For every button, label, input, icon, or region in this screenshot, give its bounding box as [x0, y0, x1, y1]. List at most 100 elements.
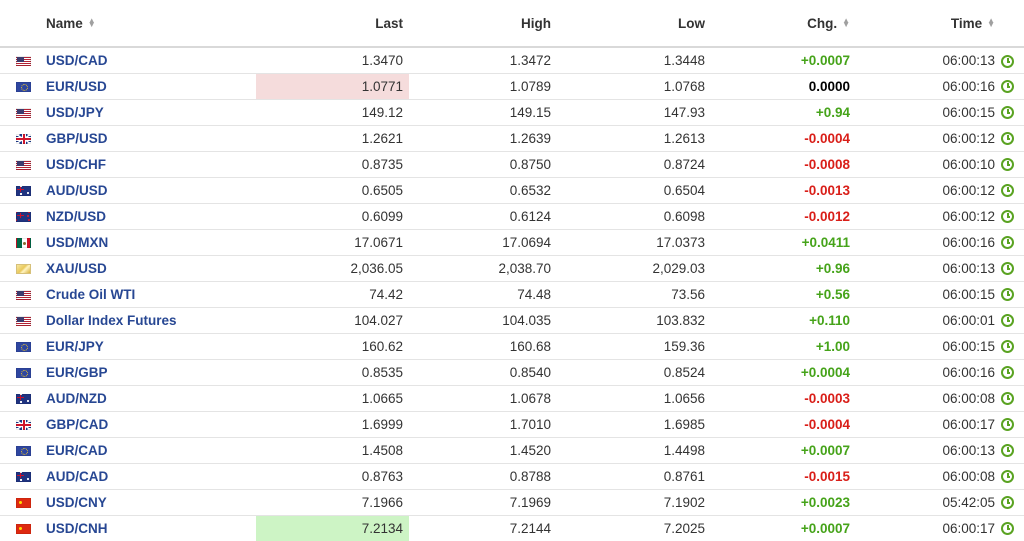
- status-cell: [1001, 255, 1024, 282]
- instrument-link[interactable]: EUR/GBP: [46, 364, 108, 380]
- time-value: 06:00:08: [856, 385, 1001, 412]
- table-row: AUD/NZD 1.0665 1.0678 1.0656 -0.0003 06:…: [0, 385, 1024, 412]
- instrument-link[interactable]: AUD/NZD: [46, 390, 107, 406]
- instrument-link[interactable]: USD/CNH: [46, 520, 108, 536]
- high-value: 17.0694: [409, 229, 557, 256]
- flag-gb-icon: [16, 419, 31, 430]
- chg-column-header[interactable]: Chg. ▲ ▼: [711, 0, 856, 48]
- clock-icon[interactable]: [1001, 288, 1014, 302]
- name-cell: EUR/CAD: [36, 437, 256, 464]
- change-value: 0.0000: [711, 73, 856, 100]
- flag-cell: [0, 307, 36, 334]
- clock-icon[interactable]: [1001, 496, 1014, 510]
- status-cell: [1001, 515, 1024, 541]
- table-row: USD/CNY 7.1966 7.1969 7.1902 +0.0023 05:…: [0, 489, 1024, 516]
- time-value: 06:00:13: [856, 47, 1001, 74]
- table-row: AUD/USD 0.6505 0.6532 0.6504 -0.0013 06:…: [0, 177, 1024, 204]
- name-column-header[interactable]: Name ▲ ▼: [36, 0, 256, 48]
- high-value: 2,038.70: [409, 255, 557, 282]
- last-value: 0.6099: [256, 203, 409, 230]
- instrument-link[interactable]: GBP/CAD: [46, 416, 109, 432]
- low-header-label: Low: [678, 15, 705, 31]
- clock-icon[interactable]: [1001, 314, 1014, 328]
- clock-icon[interactable]: [1001, 262, 1014, 276]
- clock-icon[interactable]: [1001, 236, 1014, 250]
- clock-icon[interactable]: [1001, 522, 1014, 536]
- instrument-link[interactable]: USD/JPY: [46, 104, 104, 120]
- sort-arrows-icon[interactable]: ▲ ▼: [87, 15, 96, 29]
- name-cell: AUD/CAD: [36, 463, 256, 490]
- change-value: -0.0015: [711, 463, 856, 490]
- name-cell: EUR/GBP: [36, 359, 256, 386]
- flag-eu-icon: [16, 81, 31, 92]
- last-value: 160.62: [256, 333, 409, 360]
- clock-icon[interactable]: [1001, 184, 1014, 198]
- sort-arrows-icon[interactable]: ▲ ▼: [987, 15, 995, 29]
- last-value: 0.8763: [256, 463, 409, 490]
- clock-icon[interactable]: [1001, 106, 1014, 120]
- flag-cell: [0, 203, 36, 230]
- time-value: 06:00:17: [856, 515, 1001, 541]
- low-value: 1.0768: [557, 73, 711, 100]
- instrument-link[interactable]: USD/CAD: [46, 52, 108, 68]
- flag-gb-icon: [16, 133, 31, 144]
- name-cell: Crude Oil WTI: [36, 281, 256, 308]
- instrument-link[interactable]: XAU/USD: [46, 260, 107, 276]
- flag-us-icon: [16, 107, 31, 118]
- clock-icon[interactable]: [1001, 418, 1014, 432]
- flag-cell: [0, 515, 36, 541]
- clock-icon[interactable]: [1001, 444, 1014, 458]
- flag-au-icon: [16, 471, 31, 482]
- last-value: 0.6505: [256, 177, 409, 204]
- clock-icon[interactable]: [1001, 132, 1014, 146]
- status-cell: [1001, 411, 1024, 438]
- instrument-link[interactable]: AUD/USD: [46, 182, 108, 198]
- name-cell: USD/CHF: [36, 151, 256, 178]
- instrument-link[interactable]: AUD/CAD: [46, 468, 109, 484]
- high-value: 160.68: [409, 333, 557, 360]
- flag-cell: [0, 385, 36, 412]
- time-column-header[interactable]: Time ▲ ▼: [856, 0, 1001, 48]
- name-header-label: Name: [46, 15, 83, 31]
- flag-cell: [0, 229, 36, 256]
- high-value: 1.0789: [409, 73, 557, 100]
- sort-arrows-icon[interactable]: ▲ ▼: [842, 15, 850, 29]
- clock-icon[interactable]: [1001, 54, 1014, 68]
- clock-icon[interactable]: [1001, 80, 1014, 94]
- clock-icon[interactable]: [1001, 392, 1014, 406]
- change-value: -0.0004: [711, 125, 856, 152]
- last-value: 2,036.05: [256, 255, 409, 282]
- instrument-link[interactable]: USD/CNY: [46, 494, 107, 510]
- last-value: 149.12: [256, 99, 409, 126]
- clock-icon[interactable]: [1001, 158, 1014, 172]
- status-cell: [1001, 203, 1024, 230]
- instrument-link[interactable]: NZD/USD: [46, 208, 106, 224]
- table-row: USD/CHF 0.8735 0.8750 0.8724 -0.0008 06:…: [0, 151, 1024, 178]
- instrument-link[interactable]: GBP/USD: [46, 130, 108, 146]
- clock-icon[interactable]: [1001, 340, 1014, 354]
- instrument-link[interactable]: EUR/USD: [46, 78, 107, 94]
- instrument-link[interactable]: EUR/CAD: [46, 442, 108, 458]
- status-cell: [1001, 151, 1024, 178]
- clock-icon[interactable]: [1001, 366, 1014, 380]
- flag-au-icon: [16, 185, 31, 196]
- flag-eu-icon: [16, 445, 31, 456]
- time-value: 06:00:10: [856, 151, 1001, 178]
- clock-icon[interactable]: [1001, 210, 1014, 224]
- table-row: XAU/USD 2,036.05 2,038.70 2,029.03 +0.96…: [0, 255, 1024, 282]
- instrument-link[interactable]: Crude Oil WTI: [46, 286, 136, 302]
- instrument-link[interactable]: USD/MXN: [46, 234, 109, 250]
- flag-cn-icon: [16, 523, 31, 534]
- instrument-link[interactable]: Dollar Index Futures: [46, 312, 177, 328]
- flag-au-icon: [16, 393, 31, 404]
- instrument-link[interactable]: EUR/JPY: [46, 338, 104, 354]
- flag-eu-icon: [16, 367, 31, 378]
- flag-cell: [0, 411, 36, 438]
- flag-cell: [0, 333, 36, 360]
- name-cell: USD/JPY: [36, 99, 256, 126]
- instrument-link[interactable]: USD/CHF: [46, 156, 106, 172]
- flag-mx-icon: [16, 237, 31, 248]
- clock-icon[interactable]: [1001, 470, 1014, 484]
- flag-us-icon: [16, 159, 31, 170]
- status-cell: [1001, 73, 1024, 100]
